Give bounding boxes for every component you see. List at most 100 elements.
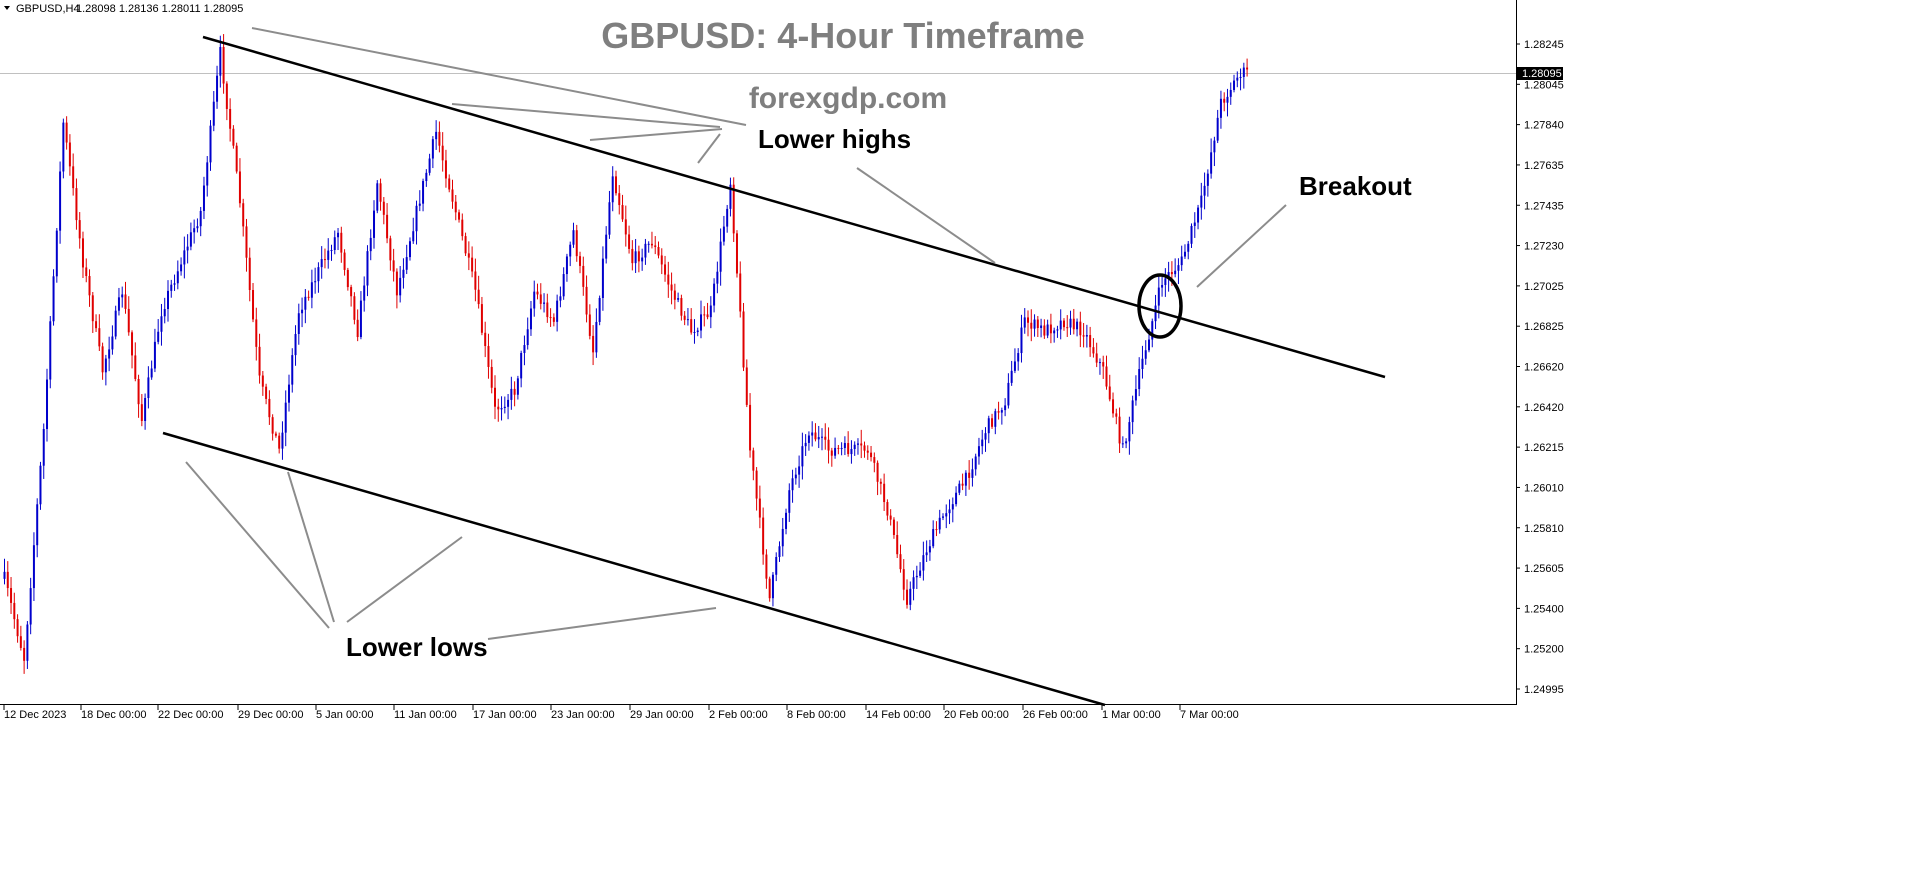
candle-body: [1085, 335, 1088, 337]
x-tick-label: 23 Jan 00:00: [551, 709, 615, 721]
candle-body: [700, 314, 703, 331]
candle-body: [1183, 251, 1186, 257]
candle-body: [1102, 362, 1105, 367]
y-tick-label: 1.27025: [1524, 281, 1564, 293]
candle-body: [745, 367, 748, 405]
candle-body: [1112, 399, 1115, 414]
candle-body: [29, 588, 32, 625]
candle-body: [824, 436, 827, 440]
candle-body: [906, 589, 909, 605]
candle-body: [572, 230, 575, 245]
candle-body: [997, 411, 1000, 413]
candle-body: [441, 145, 444, 161]
candle-body: [238, 171, 241, 204]
candle-body: [1151, 321, 1154, 340]
candle-body: [955, 492, 958, 505]
candle-body: [850, 449, 853, 455]
candle-body: [422, 181, 425, 204]
candle-body: [490, 366, 493, 388]
breakout-circle: [1137, 273, 1183, 339]
candle-body: [108, 349, 111, 359]
candle-body: [199, 210, 202, 227]
candle-body: [1027, 317, 1030, 323]
candle-body: [677, 298, 680, 300]
candle-body: [968, 472, 971, 478]
candle-body: [157, 331, 160, 342]
candle-body: [814, 432, 817, 440]
candle-body: [98, 328, 101, 347]
x-axis: 12 Dec 2023 18 Dec 00:00 22 Dec 00:00 29 De…: [3, 705, 1239, 721]
candle-body: [153, 341, 156, 369]
candle-body: [798, 466, 801, 475]
candle-body: [219, 46, 222, 76]
candle-body: [1144, 350, 1147, 359]
candle-body: [938, 517, 941, 530]
candle-body: [160, 316, 163, 332]
candle-body: [801, 446, 804, 467]
candle-body: [523, 345, 526, 353]
y-tick-label: 1.27230: [1524, 241, 1564, 253]
candle-body: [209, 125, 212, 163]
candle-body: [1197, 207, 1200, 223]
candle-body: [778, 546, 781, 557]
candle-body: [91, 295, 94, 322]
candle-body: [853, 444, 856, 450]
lower-trendline: [162, 431, 1106, 707]
candle-body: [373, 210, 376, 238]
x-tick-label: 7 Mar 00:00: [1180, 709, 1239, 721]
candle-body: [13, 602, 16, 620]
candle-body: [222, 46, 225, 84]
symbol-label: GBPUSD,H4: [16, 3, 80, 15]
current-price-badge: [1517, 67, 1563, 80]
candle-body: [88, 276, 91, 296]
candle-body: [415, 205, 418, 232]
x-tick-label: 17 Jan 00:00: [473, 709, 537, 721]
candle-body: [59, 171, 62, 231]
candle-body: [32, 545, 35, 589]
x-tick-label: 20 Feb 00:00: [944, 709, 1009, 721]
dropdown-triangle-icon[interactable]: [4, 6, 10, 10]
candle-body: [771, 574, 774, 599]
candle-body: [912, 577, 915, 589]
candle-body: [716, 271, 719, 284]
candle-body: [680, 298, 683, 316]
x-tick-label: 1 Mar 00:00: [1102, 709, 1161, 721]
candle-body: [180, 264, 183, 272]
candle-body: [418, 203, 421, 206]
y-tick-label: 1.25605: [1524, 563, 1564, 575]
candle-body: [431, 139, 434, 159]
candle-body: [794, 474, 797, 479]
breakout-pointer: [1196, 204, 1287, 288]
x-tick-label: 29 Jan 00:00: [630, 709, 694, 721]
chart-header: GBPUSD,H4 1.28098 1.28136 1.28011 1.2809…: [4, 3, 243, 15]
candle-body: [1167, 272, 1170, 279]
candle-body: [909, 588, 912, 605]
candle-body: [291, 355, 294, 385]
candle-body: [474, 271, 477, 290]
candle-body: [366, 251, 369, 286]
pointer-line: [589, 128, 723, 141]
candle-body: [788, 490, 791, 513]
candle-body: [768, 578, 771, 599]
candle-body: [62, 122, 65, 172]
candle-body: [722, 226, 725, 242]
candle-body: [134, 355, 137, 380]
candle-body: [915, 575, 918, 578]
candle-body: [140, 404, 143, 421]
candle-body: [281, 432, 284, 449]
candle-body: [686, 319, 689, 321]
candle-body: [72, 166, 75, 189]
candle-body: [49, 321, 52, 380]
candle-body: [1036, 319, 1039, 329]
candle-body: [556, 300, 559, 322]
candle-body: [101, 346, 104, 373]
candle-body: [39, 465, 42, 505]
candle-body: [641, 257, 644, 262]
candle-body: [1141, 358, 1144, 370]
candle-body: [706, 314, 709, 318]
candle-body: [1089, 335, 1092, 348]
candle-body: [870, 452, 873, 458]
candle-body: [984, 433, 987, 440]
candle-body: [866, 450, 869, 453]
